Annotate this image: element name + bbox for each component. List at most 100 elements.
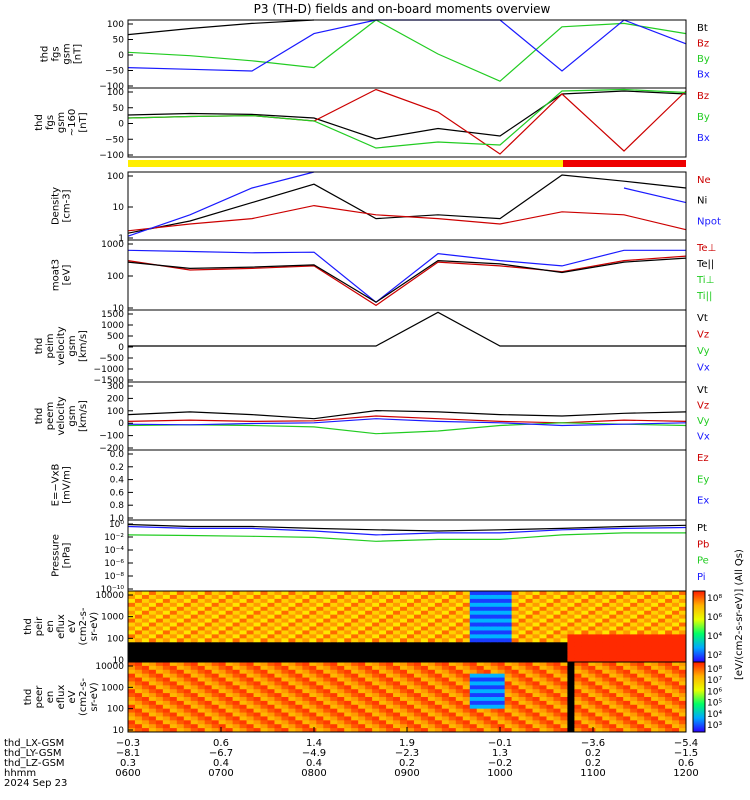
spectrogram-cell	[155, 618, 164, 624]
spectrogram-cell	[434, 630, 443, 635]
spectrogram-cell	[455, 642, 464, 647]
spectrogram-cell	[351, 712, 359, 717]
spectrogram-cell	[574, 689, 582, 694]
spectrogram-cell	[309, 689, 317, 694]
spectrogram-cell	[281, 724, 289, 729]
spectrogram-cell	[128, 618, 136, 624]
spectrogram-cell	[644, 591, 652, 596]
spectrogram-cell	[560, 693, 568, 698]
spectrogram-cell	[246, 598, 255, 604]
spectrogram-cell	[302, 689, 310, 694]
spectrogram-cell	[462, 662, 471, 667]
spectrogram-cell	[316, 677, 324, 682]
spectrogram-cell	[665, 614, 673, 620]
spectrogram-cell	[128, 598, 136, 604]
y-axis-label: [km/s]	[78, 400, 89, 432]
spectrogram-cell	[455, 728, 464, 733]
spectrogram-cell	[672, 673, 680, 679]
spectrogram-cell	[630, 630, 638, 635]
legend-entry: Vy	[697, 346, 710, 357]
spectrogram-cell	[400, 610, 408, 616]
spectrogram-cell	[651, 622, 659, 627]
spectrogram-cell	[546, 650, 554, 655]
spectrogram-cell	[323, 622, 331, 627]
spectrogram-cell	[581, 614, 589, 620]
spectrogram-cell	[358, 724, 366, 729]
spectrogram-cell	[323, 665, 331, 671]
spectrogram-cell	[190, 685, 199, 690]
spectrogram-cell	[651, 700, 659, 706]
spectrogram-cell	[672, 689, 680, 694]
spectrogram-cell	[323, 654, 331, 659]
spectrogram-cell	[330, 712, 338, 717]
spectrogram-cell	[260, 685, 268, 690]
spectrogram-cell	[358, 697, 366, 702]
spectrogram-cell	[400, 630, 408, 635]
spectrogram-cell	[567, 594, 575, 600]
spectrogram-cell	[448, 626, 457, 631]
spectrogram-cell	[239, 602, 248, 608]
colorbar-tick-label: 10⁴	[707, 710, 722, 720]
spectrogram-cell	[497, 724, 506, 729]
spectrogram-cell	[232, 693, 241, 698]
spectrogram-cell	[400, 673, 408, 679]
spectrogram-cell	[483, 720, 492, 725]
spectrogram-cell	[204, 693, 213, 698]
spectrogram-cell	[400, 669, 408, 675]
spectrogram-cell	[204, 614, 213, 620]
spectrogram-cell	[609, 712, 617, 717]
spectrogram-cell	[141, 626, 150, 631]
spectrogram-cell	[588, 626, 596, 631]
spectrogram-cell	[183, 650, 192, 655]
spectrogram-cell	[232, 673, 241, 679]
spectrogram-cell	[553, 704, 561, 710]
spectrogram-cell	[246, 591, 255, 596]
spectrogram-cell	[274, 728, 282, 733]
spectrogram-cell	[190, 665, 199, 671]
spectrogram-cell	[302, 728, 310, 733]
spectrogram-cell	[134, 654, 143, 659]
spectrogram-cell	[413, 728, 422, 733]
spectrogram-cell	[560, 606, 568, 612]
spectrogram-cell	[183, 681, 192, 686]
spectrogram-cell	[288, 673, 296, 679]
spectrogram-cell	[190, 650, 199, 655]
spectrogram-cell	[155, 642, 164, 647]
spectrogram-cell	[337, 638, 345, 643]
spectrogram-cell	[420, 685, 429, 690]
spectrogram-cell	[274, 614, 282, 620]
spectrogram-cell	[246, 626, 255, 631]
spectrogram-cell	[665, 677, 673, 682]
spectrogram-cell	[658, 724, 666, 729]
spectrogram-cell	[448, 638, 457, 643]
spectrogram-cell	[253, 673, 262, 679]
spectrogram-cell	[351, 618, 359, 624]
spectrogram-cell	[637, 642, 645, 647]
spectrogram-cell	[316, 693, 324, 698]
spectrogram-cell	[232, 724, 241, 729]
spectrogram-cell	[232, 650, 241, 655]
spectrogram-cell	[302, 708, 310, 714]
spectrogram-cell	[553, 677, 561, 682]
spectrogram-cell	[518, 642, 527, 647]
spectrogram-cell	[288, 618, 296, 624]
spectrogram-cell	[483, 650, 492, 655]
spectrogram-cell	[651, 602, 659, 608]
spectrogram-cell	[162, 638, 171, 643]
spectrogram-cell	[302, 654, 310, 659]
spectrogram-cell	[574, 618, 582, 624]
spectrogram-cell	[246, 630, 255, 635]
spectrogram-cell	[246, 614, 255, 620]
spectrogram-cell	[434, 610, 443, 616]
spectrogram-cell	[372, 654, 380, 659]
spectrogram-cell	[490, 650, 499, 655]
spectrogram-cell	[400, 693, 408, 698]
spectrogram-cell	[455, 685, 464, 690]
spectrogram-cell	[372, 591, 380, 596]
spectrogram-cell	[679, 712, 687, 717]
spectrogram-cell	[372, 677, 380, 682]
spectrogram-cell	[218, 658, 227, 663]
spectrogram-cell	[274, 626, 282, 631]
spectrogram-cell	[518, 630, 527, 635]
spectrogram-cell	[386, 724, 394, 729]
